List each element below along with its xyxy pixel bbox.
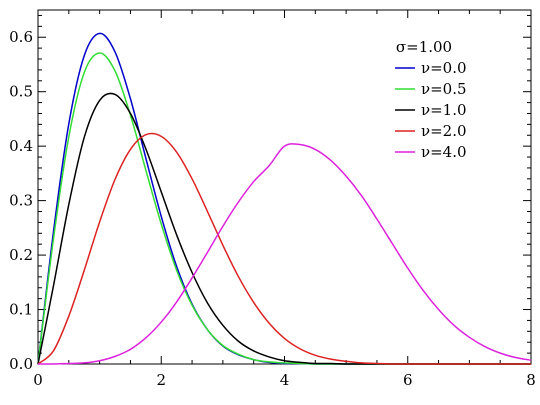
legend-label: ν=0.0 — [421, 59, 467, 77]
x-tick-label: 0 — [33, 371, 43, 389]
y-tick-label: 0.5 — [9, 83, 33, 101]
y-tick-label: 0.4 — [9, 137, 33, 155]
legend: σ=1.00 ν=0.0 ν=0.5 ν=1.0 ν=2.0 ν=4.0 — [395, 38, 467, 161]
y-tick-label: 0.3 — [9, 192, 33, 210]
legend-label: ν=1.0 — [421, 101, 467, 119]
x-tick-label: 2 — [156, 371, 166, 389]
legend-label: ν=2.0 — [421, 122, 467, 140]
legend-label: ν=4.0 — [421, 143, 467, 161]
series-line-3 — [37, 132, 532, 365]
legend-title: σ=1.00 — [396, 38, 452, 56]
x-tick-label: 6 — [403, 371, 413, 389]
series-line-1 — [37, 52, 532, 365]
legend-label: ν=0.5 — [421, 80, 467, 98]
y-tick-label: 0.0 — [9, 355, 33, 373]
x-tick-label: 8 — [526, 371, 536, 389]
y-tick-label: 0.1 — [9, 301, 33, 319]
y-tick-label: 0.6 — [9, 28, 33, 46]
x-tick-label: 4 — [280, 371, 290, 389]
series-lines — [37, 32, 532, 365]
axis-tick-labels: 0 2 4 6 8 0.0 0.1 0.2 0.3 0.4 0.5 0.6 — [9, 28, 536, 389]
series-line-4 — [37, 143, 532, 365]
y-tick-label: 0.2 — [9, 246, 33, 264]
